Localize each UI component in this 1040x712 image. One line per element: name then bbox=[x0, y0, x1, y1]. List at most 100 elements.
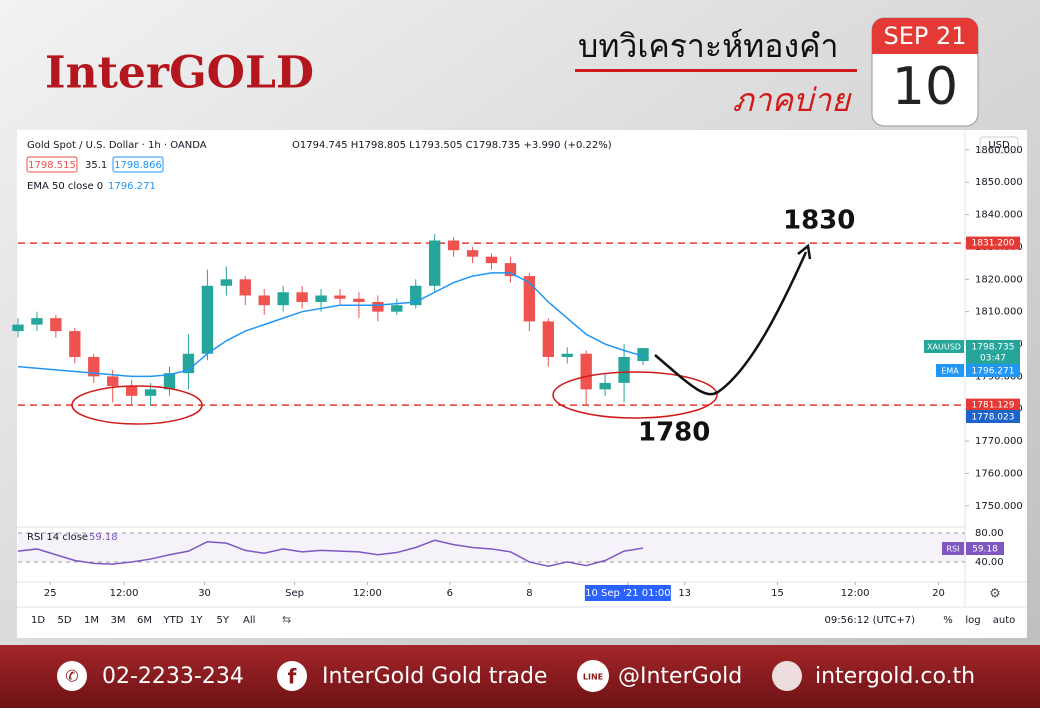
y-tick-label: 1850.000 bbox=[975, 177, 1023, 188]
level-tag bbox=[966, 236, 1020, 250]
candle-body bbox=[485, 256, 498, 264]
ohlc: O1794.745 H1798.805 L1793.505 C1798.735 … bbox=[292, 140, 612, 151]
currency-button[interactable] bbox=[979, 136, 1019, 154]
option[interactable]: % bbox=[943, 615, 953, 626]
symbol: Gold Spot / U.S. Dollar · 1h · OANDA bbox=[27, 140, 207, 151]
candle-body bbox=[277, 292, 289, 306]
forecast-arrow bbox=[654, 251, 808, 396]
x-tick-label: Sep bbox=[285, 588, 304, 599]
candle-body bbox=[618, 356, 630, 383]
candle-body bbox=[50, 318, 62, 332]
title: บทวิเคราะห์ทองคำ bbox=[578, 27, 838, 65]
y-tick-label: 1760.000 bbox=[975, 468, 1023, 479]
candle-body bbox=[523, 276, 536, 322]
footer bbox=[0, 645, 1040, 708]
logo: InterGOLD bbox=[45, 48, 314, 99]
candle-body bbox=[561, 353, 573, 357]
calendar-month: SEP 21 bbox=[883, 22, 966, 50]
candle-body bbox=[410, 285, 422, 306]
y-tick-label: 1750.000 bbox=[975, 501, 1023, 512]
candle-body bbox=[637, 348, 649, 362]
rsi-band bbox=[18, 533, 965, 562]
x-tick-label: 8 bbox=[526, 588, 532, 599]
rsi-value-tag bbox=[966, 542, 1004, 555]
candle-body bbox=[542, 321, 555, 357]
y-tick-label: 1810.000 bbox=[975, 307, 1023, 318]
facebook-icon bbox=[277, 661, 307, 691]
ema-tag bbox=[936, 364, 964, 377]
settings-icon[interactable]: ⚙ bbox=[989, 587, 1001, 602]
range-button[interactable]: 5Y bbox=[217, 615, 230, 626]
range-button[interactable]: 5D bbox=[58, 615, 72, 626]
circle-annotation bbox=[71, 385, 203, 425]
website: intergold.co.th bbox=[815, 664, 975, 689]
ask-box bbox=[112, 156, 164, 173]
x-tick-label: 10 Sep '21 01:00 bbox=[585, 588, 670, 599]
bid: 1798.515 bbox=[28, 160, 76, 171]
ema-label: EMA 50 close 0 bbox=[27, 181, 103, 192]
candle-body bbox=[239, 279, 251, 296]
annotation: 1780 bbox=[638, 418, 710, 448]
range-button[interactable]: 1Y bbox=[190, 615, 203, 626]
candle-body bbox=[12, 324, 24, 332]
x-tick-label: 13 bbox=[678, 588, 691, 599]
candle-body bbox=[466, 250, 479, 257]
range-button[interactable]: YTD bbox=[163, 615, 184, 626]
symbol-tag bbox=[924, 340, 964, 353]
rsi-value: 59.18 bbox=[89, 532, 118, 543]
candle-body bbox=[447, 240, 460, 251]
candle-body bbox=[31, 318, 43, 325]
candle-body bbox=[107, 376, 119, 387]
ema-price-tag bbox=[966, 364, 1020, 377]
circle-annotation bbox=[552, 371, 718, 419]
range-button[interactable]: 1M bbox=[84, 615, 99, 626]
range-button[interactable]: All bbox=[243, 615, 255, 626]
compare-icon[interactable]: ⇆ bbox=[282, 613, 291, 626]
option[interactable]: auto bbox=[993, 615, 1016, 626]
candle-body bbox=[428, 240, 441, 286]
subtitle: ภาคบ่าย bbox=[733, 81, 853, 119]
low-tag bbox=[966, 410, 1020, 423]
level-label: 1781.129 bbox=[972, 401, 1015, 411]
candle-body bbox=[69, 331, 81, 357]
rsi-line bbox=[17, 539, 644, 568]
web-icon bbox=[772, 661, 802, 691]
candle-body bbox=[144, 389, 157, 396]
phone: 02-2233-234 bbox=[102, 664, 244, 689]
option[interactable]: log bbox=[965, 615, 980, 626]
title-underline bbox=[575, 69, 857, 72]
x-tick-label: 25 bbox=[44, 588, 57, 599]
ema-value: 1796.271 bbox=[108, 181, 156, 192]
phone-glyph: ✆ bbox=[65, 667, 78, 686]
range-button[interactable]: 6M bbox=[137, 615, 152, 626]
low-price: 1778.023 bbox=[972, 413, 1015, 423]
candle-body bbox=[391, 305, 403, 312]
arrow-head bbox=[797, 243, 812, 260]
x-tick-label: 20 bbox=[932, 588, 945, 599]
candle-body bbox=[201, 285, 214, 354]
rsi-title: RSI 14 close bbox=[27, 532, 88, 543]
ask: 1798.866 bbox=[114, 160, 162, 171]
x-tick-label: 15 bbox=[771, 588, 784, 599]
range-button[interactable]: 1D bbox=[31, 615, 45, 626]
range-button[interactable]: 3M bbox=[111, 615, 126, 626]
candle-body bbox=[580, 353, 592, 390]
x-tick-label: 12:00 bbox=[353, 588, 382, 599]
candle-body bbox=[258, 295, 270, 306]
ema-tag-text: EMA bbox=[941, 367, 959, 376]
line: @InterGold bbox=[618, 664, 742, 689]
candle-body bbox=[504, 263, 517, 277]
level-label: 1831.200 bbox=[972, 239, 1015, 249]
currency[interactable]: USD bbox=[988, 140, 1010, 151]
x-tick-label: 6 bbox=[447, 588, 453, 599]
crosshair-time-box bbox=[584, 585, 671, 601]
calendar-top bbox=[872, 18, 978, 54]
rsi-tag-value: 59.18 bbox=[972, 545, 998, 555]
ema-price: 1796.271 bbox=[972, 367, 1015, 377]
ema-line bbox=[17, 272, 644, 378]
last-price: 1798.735 bbox=[972, 343, 1015, 353]
y-tick-label: 1770.000 bbox=[975, 436, 1023, 447]
line-glyph: LINE bbox=[583, 673, 603, 682]
x-tick-label: 30 bbox=[198, 588, 211, 599]
